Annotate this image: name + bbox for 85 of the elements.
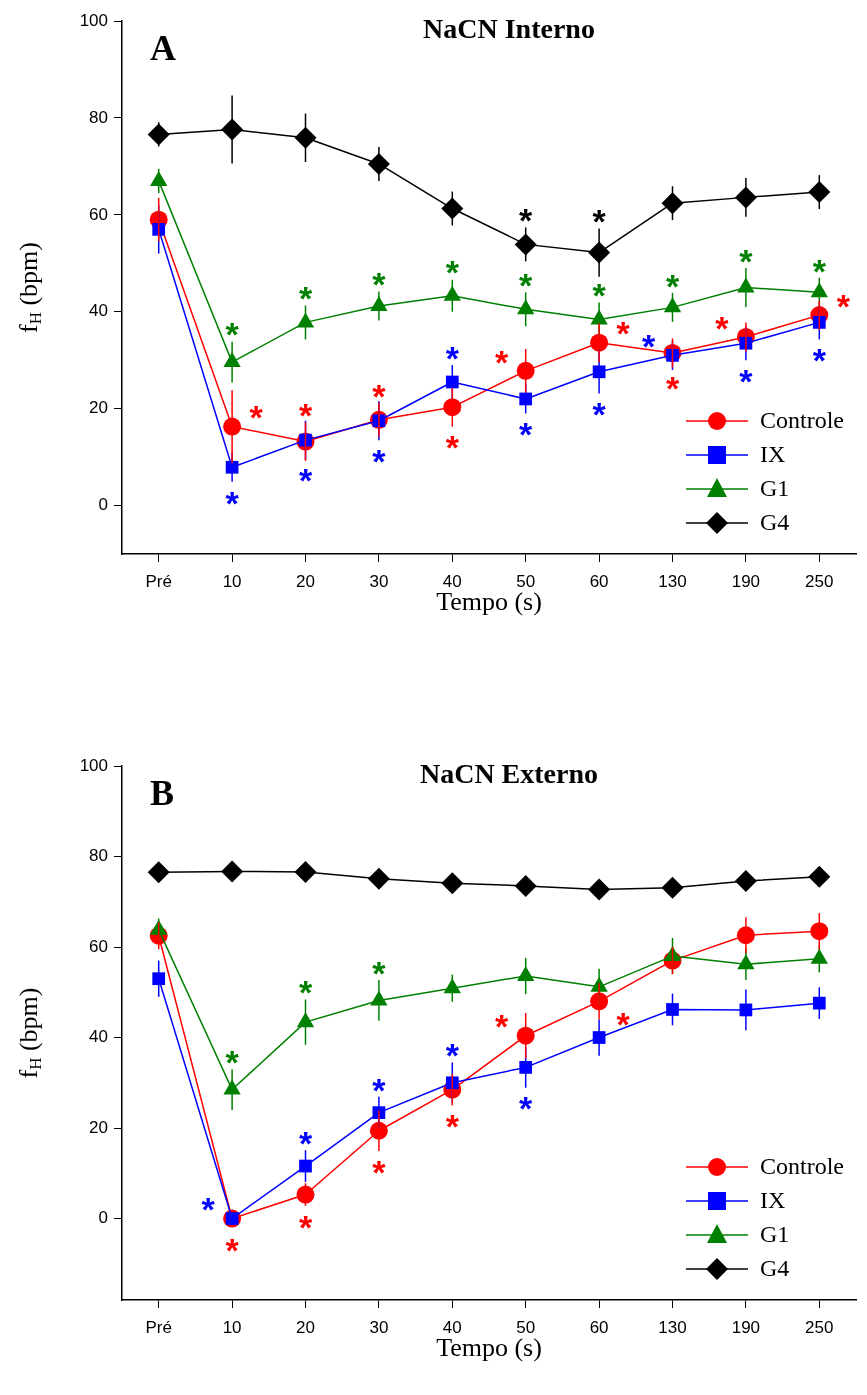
data-label: * [372, 265, 387, 304]
data-label: * [225, 483, 240, 522]
y-tick-label: 80 [89, 846, 108, 866]
data-label: * [372, 1152, 387, 1191]
x-tick-label: Pré [145, 1317, 172, 1337]
y-tick-label: 20 [89, 1117, 108, 1137]
data-label: * [592, 202, 607, 241]
data-label: * [298, 1123, 313, 1162]
y-tick-label: 100 [79, 10, 108, 30]
data-label: * [298, 279, 313, 318]
annotation: A [150, 28, 176, 69]
x-tick-label: 20 [296, 571, 315, 591]
data-label: * [298, 461, 313, 500]
y-tick-label: 40 [89, 301, 108, 321]
x-tick-label: 190 [731, 571, 761, 591]
data-label: * [445, 428, 460, 467]
y-tick-label: 0 [98, 495, 108, 515]
data-label: * [836, 286, 851, 325]
data-label: * [592, 395, 607, 434]
chart-title: NaCN Interno [423, 13, 595, 45]
data-label: * [249, 398, 264, 437]
legend-label: IX [760, 1187, 786, 1214]
x-tick-label: Pré [145, 571, 172, 591]
data-label: * [739, 361, 754, 400]
y-tick-label: 20 [89, 398, 108, 418]
data-label: * [495, 1007, 510, 1046]
x-tick-label: 20 [296, 1317, 315, 1337]
data-label: * [812, 341, 827, 380]
data-label: * [372, 953, 387, 992]
annotation: B [150, 773, 175, 814]
y-tick-label: 0 [98, 1208, 108, 1228]
data-label: * [298, 973, 313, 1012]
y-tick-label: 60 [89, 936, 108, 956]
x-tick-label: 30 [369, 571, 389, 591]
data-label: * [372, 1070, 387, 1109]
data-label: * [495, 342, 510, 381]
data-label: * [812, 251, 827, 290]
data-label: * [641, 327, 656, 366]
chart-title: NaCN Externo [419, 758, 599, 790]
data-label: * [445, 1036, 460, 1075]
y-tick-label: 100 [79, 755, 108, 775]
legend-label: G4 [760, 509, 790, 536]
legend-label: G1 [760, 1221, 790, 1248]
data-label: * [372, 376, 387, 415]
x-tick-label: 10 [222, 1317, 242, 1337]
data-label: * [519, 1089, 534, 1128]
x-tick-label: 130 [658, 571, 687, 591]
data-label: * [298, 1207, 313, 1246]
data-label: * [225, 315, 240, 354]
data-label: * [665, 266, 680, 305]
x-tick-label: 190 [731, 1317, 761, 1337]
data-label: * [519, 266, 534, 305]
x-tick-label: 130 [658, 1317, 687, 1337]
y-axis-title: fH (bpm) [13, 987, 45, 1079]
data-label: * [665, 369, 680, 408]
data-label: * [519, 201, 534, 240]
y-axis-title: fH (bpm) [13, 242, 45, 333]
data-label: * [616, 314, 631, 353]
data-label: * [372, 441, 387, 480]
data-label: * [592, 276, 607, 315]
x-tick-label: 250 [805, 1317, 834, 1337]
legend-label: G1 [760, 475, 790, 502]
x-tick-label: 60 [589, 571, 609, 591]
y-tick-label: 40 [89, 1027, 108, 1047]
data-label: * [519, 415, 534, 454]
data-label: * [715, 308, 730, 347]
legend-label: IX [760, 441, 786, 468]
legend-label: Controle [760, 1153, 845, 1180]
legend-label: Controle [760, 407, 845, 434]
x-tick-label: 60 [589, 1317, 609, 1337]
x-tick-label: 30 [369, 1317, 389, 1337]
x-tick-label: 10 [222, 571, 242, 591]
data-label: * [739, 241, 754, 280]
data-label: * [201, 1190, 216, 1229]
data-label: * [225, 1231, 240, 1270]
data-label: * [616, 1005, 631, 1044]
data-label: * [445, 253, 460, 292]
x-tick-label: 250 [805, 571, 834, 591]
y-tick-label: 60 [89, 204, 108, 224]
data-label: * [445, 1107, 460, 1146]
data-label: * [298, 395, 313, 434]
legend-label: G4 [760, 1255, 790, 1282]
y-tick-label: 80 [89, 107, 108, 127]
data-label: * [225, 1042, 240, 1081]
data-label: * [445, 338, 460, 377]
